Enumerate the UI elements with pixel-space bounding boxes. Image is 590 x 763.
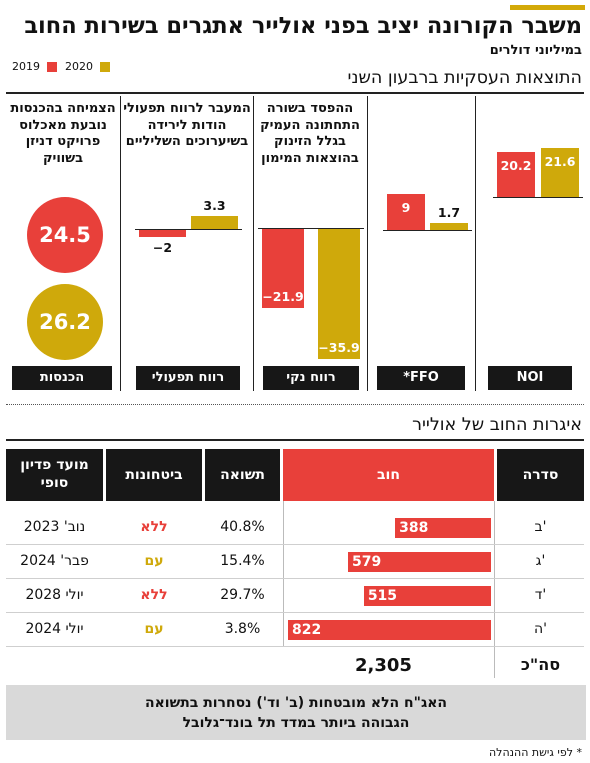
panel-divider [253, 96, 255, 391]
row-divider [6, 612, 584, 613]
cell-yield: 3.8% [224, 621, 261, 637]
bar-operating-profit-2020 [191, 215, 238, 229]
total-label: סה"כ [520, 655, 561, 674]
row-divider [6, 544, 584, 545]
page-title: משבר הקורונה יציב בפני אולייר אתגרים בשי… [24, 13, 582, 39]
panel-divider [367, 96, 369, 391]
table-header-yield: תשואה [205, 449, 280, 501]
cell-series: ב' [534, 519, 547, 535]
cell-yield: 15.4% [220, 553, 265, 569]
top-accent-bar [510, 5, 585, 10]
debt-bar: 579 [348, 552, 491, 572]
zero-baseline [135, 229, 242, 230]
bar-ffo-2020 [430, 223, 468, 230]
cell-maturity: נוב' 2023 [23, 519, 86, 535]
category-label-net-profit: רווח נקי [263, 366, 359, 390]
row-divider [6, 578, 584, 579]
zero-baseline [383, 230, 472, 231]
note-box: האג"ח הלא מובטחות (ב' וד') נסחרות בתשואה… [6, 685, 586, 740]
section-rule [6, 439, 584, 441]
cell-series: ה' [533, 621, 547, 637]
cell-collateral: ללא [140, 519, 168, 535]
legend-swatch-2020 [100, 62, 110, 72]
category-label-ffo: *FFO [377, 366, 465, 390]
panel-divider [120, 96, 122, 391]
bar-label-operating-profit-2019: −2 [152, 240, 173, 255]
zero-baseline [493, 197, 583, 198]
bar-label-operating-profit-2020: 3.3 [203, 197, 226, 213]
bar-net-profit-2019 [262, 228, 304, 308]
debt-bar: 388 [395, 518, 491, 538]
cell-series: ד' [534, 587, 547, 603]
bar-label-ffo-2020: 1.7 [437, 205, 461, 221]
bar-label-noi-2020: 21.6 [544, 154, 576, 170]
legend-label-2020: 2020 [65, 60, 93, 73]
cell-maturity: יולי 2028 [25, 587, 84, 603]
cell-yield: 29.7% [220, 587, 265, 603]
table-header-collateral: ביטחונות [106, 449, 202, 501]
zero-baseline [258, 228, 364, 229]
footnote: * לפי גישת ההנהלה [489, 746, 582, 759]
annotation-revenue: הצמיחה בהכנסות נובעת מאכלוס פרויקט דניזן… [10, 101, 116, 166]
cell-yield: 40.8% [220, 519, 265, 535]
section-title-bonds: איגרות החוב של אולייר [412, 415, 582, 435]
bar-noi-2019 [497, 151, 535, 197]
bar-ffo-2019 [387, 194, 425, 230]
annotation-operating-profit: המעבר לרווח תפעולי הודות לירידה בשיערוכי… [123, 101, 251, 149]
section-separator [6, 404, 584, 405]
row-divider [6, 646, 584, 647]
bar-label-net-profit-2019: −21.9 [262, 288, 304, 304]
table-header-maturity: מועד פדיון סופי [6, 449, 103, 501]
bar-noi-2020 [541, 148, 579, 197]
bar-net-profit-2020 [318, 228, 360, 360]
total-debt-value: 2,305 [355, 655, 412, 676]
section-rule [6, 92, 584, 94]
category-label-noi: NOI [488, 366, 572, 390]
bar-label-noi-2019: 20.2 [500, 157, 532, 173]
cell-collateral: עם [144, 553, 164, 569]
cell-collateral: עם [144, 621, 164, 637]
legend-swatch-2019 [47, 62, 57, 72]
panel-divider [475, 96, 477, 391]
bar-operating-profit-2019 [139, 229, 186, 237]
legend-label-2019: 2019 [12, 60, 40, 73]
table-column-guide [494, 501, 495, 678]
revenue-circle-2020: 26.2 [27, 284, 103, 360]
cell-maturity: פבר' 2024 [20, 553, 89, 569]
bar-label-ffo-2019: 9 [401, 200, 411, 215]
revenue-circle-2019: 24.5 [27, 197, 103, 273]
debt-bar: 515 [363, 586, 491, 606]
page-subtitle: במיליוני דולרים [489, 43, 582, 58]
bar-label-net-profit-2020: −35.9 [318, 340, 360, 356]
category-label-operating-profit: רווח תפעולי [136, 366, 240, 390]
debt-bar: 822 [288, 620, 491, 640]
category-label-revenue: הכנסות [12, 366, 112, 390]
table-header-series: סדרה [497, 449, 584, 501]
section-title-results: התוצאות העסקיות ברבעון השני [347, 68, 582, 88]
annotation-net-profit: ההפסד בשורה התחתונה העמיק בגלל הזינוק בה… [260, 101, 360, 166]
cell-maturity: יולי 2024 [25, 621, 84, 637]
table-column-guide [283, 501, 284, 646]
cell-collateral: ללא [140, 587, 168, 603]
cell-series: ג' [535, 553, 546, 569]
table-header-debt: חוב [283, 449, 494, 501]
